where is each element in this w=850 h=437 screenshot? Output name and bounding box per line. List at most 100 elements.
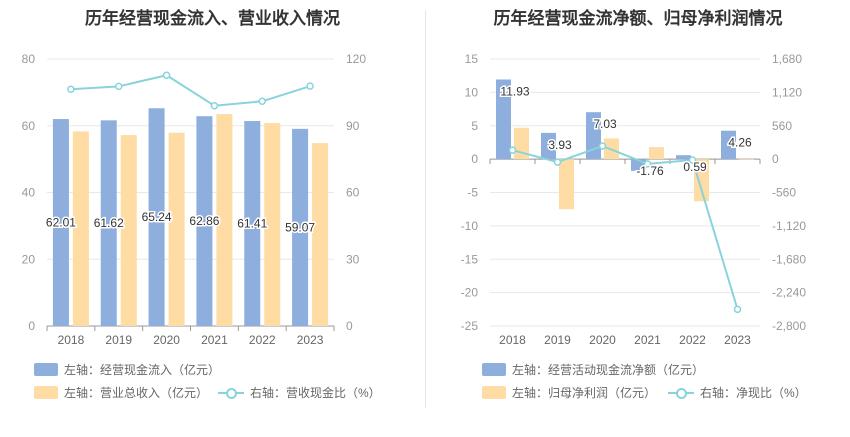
chart-right-plot: -25 -2,800 -20 -2,240 -15 -1,680 -10 -1,120 -5 -5…: [461, 52, 807, 347]
legend-item-net-cash-ratio[interactable]: 右轴：净现比（%）: [668, 384, 807, 401]
data-label: -1.76: [636, 164, 664, 178]
y-right-tick-label: -1,120: [772, 219, 806, 233]
legend-label: 左轴：营业总收入（亿元）: [64, 386, 209, 400]
legend-item-net-cash-flow[interactable]: 左轴：经营活动现金流净额（亿元）: [482, 361, 704, 378]
bar-secondary: [264, 123, 281, 326]
x-tick-label: 2021: [201, 333, 228, 347]
x-tick-label: 2020: [589, 333, 616, 347]
bar-primary: [496, 79, 511, 160]
legend-line-swatch: [668, 386, 694, 399]
chart-left-plot: 0 0 20 30 40 60 60 90 80 120 2018 2019 2020 2021 2022 2…: [22, 52, 367, 347]
y-right-tick-label: 120: [346, 52, 366, 66]
bar-secondary: [72, 131, 89, 326]
x-tick-label: 2022: [679, 333, 706, 347]
data-label: 4.26: [728, 136, 752, 150]
bar-primary: [196, 116, 213, 327]
bar-primary: [292, 128, 309, 326]
legend-line-swatch: [218, 386, 244, 399]
x-tick-label: 2018: [499, 333, 526, 347]
y-left-tick-label: 10: [465, 85, 479, 99]
bar-primary: [631, 159, 646, 171]
y-left-tick-label: 60: [22, 119, 36, 133]
legend-item-revenue[interactable]: 左轴：营业总收入（亿元）: [34, 384, 208, 401]
y-left-tick-label: 20: [22, 252, 36, 266]
legend-label: 左轴：经营现金流入（亿元）: [64, 363, 221, 377]
y-right-tick-label: -1,680: [772, 252, 806, 266]
data-label: 62.86: [189, 214, 219, 228]
bar-secondary: [168, 132, 185, 326]
y-left-tick-label: -25: [461, 319, 479, 333]
bar-secondary: [312, 143, 329, 326]
line-point: [598, 142, 607, 150]
bar-secondary: [739, 159, 754, 160]
y-right-tick-label: 1,120: [772, 85, 802, 99]
bar-primary: [541, 132, 556, 160]
data-label: 62.01: [46, 216, 76, 230]
data-label: 0.59: [683, 160, 707, 174]
y-right-tick-label: 30: [346, 252, 360, 266]
y-right-tick-label: -2,240: [772, 286, 806, 300]
panel-divider: [425, 10, 426, 408]
y-left-tick-label: 5: [471, 119, 478, 133]
data-label: 65.24: [142, 210, 172, 224]
bar-primary: [676, 155, 691, 160]
bar-secondary: [120, 135, 137, 326]
legend-label: 左轴：经营活动现金流净额（亿元）: [512, 363, 705, 377]
line-point: [67, 85, 75, 94]
legend-item-cash-ratio[interactable]: 右轴：营收现金比（%）: [218, 384, 381, 401]
legend-swatch: [34, 363, 58, 376]
series-line: [70, 74, 311, 107]
bar-secondary: [559, 159, 574, 210]
bar-primary: [100, 120, 117, 326]
y-left-tick-label: -10: [461, 219, 479, 233]
chart-left: 历年经营现金流入、营业收入情况 0 0 20 30 40 60 60 90 80 120 2018 2…: [22, 9, 381, 401]
x-tick-label: 2023: [297, 333, 324, 347]
legend-item-cash-inflow[interactable]: 左轴：经营现金流入（亿元）: [34, 361, 220, 378]
y-right-tick-label: 1,680: [772, 52, 802, 66]
line-point: [553, 158, 562, 166]
line-point: [688, 156, 697, 164]
y-right-tick-label: -560: [772, 186, 796, 200]
data-label: 61.41: [237, 217, 267, 231]
line-point: [508, 146, 517, 154]
x-tick-label: 2022: [249, 333, 276, 347]
y-right-tick-label: 560: [772, 119, 792, 133]
legend-swatch: [482, 363, 506, 376]
line-point: [258, 97, 266, 106]
bar-primary: [721, 130, 736, 160]
line-point: [306, 82, 314, 90]
data-label: 11.93: [500, 84, 529, 98]
y-right-tick-label: 60: [346, 186, 360, 200]
y-left-tick-label: 40: [22, 186, 36, 200]
y-left-tick-label: 0: [28, 319, 35, 333]
data-label: 3.93: [548, 138, 572, 152]
line-point: [643, 160, 652, 168]
bar-secondary: [216, 114, 233, 326]
bar-primary: [244, 121, 261, 326]
line-point: [115, 82, 123, 91]
y-left-tick-label: -5: [467, 186, 478, 200]
chart-right: 历年经营现金流净额、归母净利润情况 -25 -2,800 -20 -2,240 -15-…: [426, 0, 850, 437]
line-point: [210, 101, 219, 110]
legend-swatch: [34, 386, 58, 399]
legend-label: 右轴：净现比（%）: [700, 386, 807, 400]
y-right-tick-label: 0: [346, 319, 353, 333]
y-right-tick-label: 90: [346, 119, 360, 133]
x-tick-label: 2018: [58, 333, 85, 347]
x-tick-label: 2023: [724, 333, 751, 347]
y-left-tick-label: 0: [471, 152, 478, 166]
line-point: [733, 305, 742, 314]
x-tick-label: 2020: [153, 333, 180, 347]
y-left-tick-label: -20: [461, 286, 479, 300]
bar-secondary: [694, 159, 709, 202]
x-tick-label: 2021: [634, 333, 661, 347]
y-right-tick-label: -2,800: [772, 319, 806, 333]
data-label: 61.62: [94, 216, 124, 230]
data-label: 7.03: [593, 117, 617, 131]
bar-secondary: [649, 147, 664, 160]
series-line: [512, 144, 739, 310]
legend-item-net-profit[interactable]: 左轴：归母净利润（亿元）: [482, 384, 656, 401]
x-tick-label: 2019: [544, 333, 571, 347]
y-left-tick-label: -15: [461, 252, 479, 266]
y-left-tick-label: 15: [465, 52, 479, 66]
